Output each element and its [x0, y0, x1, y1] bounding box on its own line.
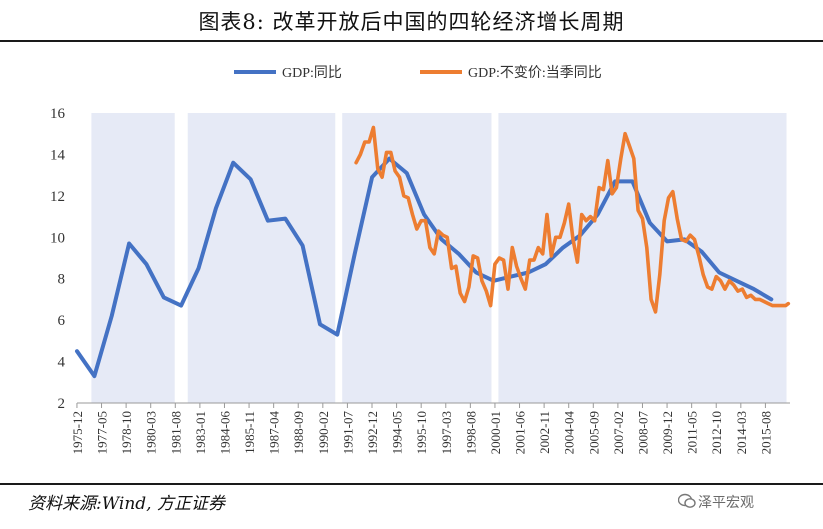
- page-title: 图表8: 改革开放后中国的四轮经济增长周期: [198, 10, 625, 34]
- x-tick-label-26: 2012-10: [709, 411, 724, 454]
- x-tick-label-5: 1983-01: [193, 411, 208, 454]
- x-tick-label-15: 1997-03: [439, 411, 454, 454]
- x-tick-label-19: 2002-11: [537, 411, 552, 454]
- line-chart: 2 4 6 8 10 12 14 16 1975-12 1977-05 1978-10 1980-03…: [50, 65, 791, 454]
- chart-legend: GDP:同比 GDP:不变价:当季同比: [234, 65, 602, 81]
- x-tick-label-28: 2015-08: [758, 411, 773, 454]
- shaded-period-2: [187, 113, 336, 403]
- y-tick-label-5: 12: [50, 189, 65, 205]
- x-tick-label-25: 2011-05: [685, 411, 700, 454]
- x-tick-label-4: 1981-08: [168, 411, 183, 454]
- y-tick-label-4: 10: [50, 230, 65, 246]
- x-tick-label-8: 1987-04: [267, 411, 282, 455]
- x-tick-label-10: 1990-02: [316, 411, 331, 454]
- y-tick-label-1: 4: [58, 355, 66, 371]
- x-tick-label-27: 2014-03: [734, 411, 749, 454]
- y-tick-label-3: 8: [58, 272, 66, 288]
- wechat-icon: [678, 493, 696, 508]
- shaded-period-1: [91, 113, 175, 403]
- footer-divider: [0, 483, 823, 485]
- title-divider: [0, 40, 823, 42]
- x-tick-label-11: 1991-07: [340, 411, 355, 455]
- x-tick-label-17: 2000-01: [488, 411, 503, 454]
- x-tick-label-0: 1975-12: [70, 411, 85, 454]
- x-tick-label-2: 1978-10: [119, 411, 134, 454]
- series-lines: [75, 125, 791, 379]
- legend-label-2: GDP:不变价:当季同比: [468, 65, 602, 81]
- shaded-period-3: [342, 113, 492, 403]
- watermark-text: 泽平宏观: [698, 495, 754, 511]
- x-tick-label-16: 1998-08: [463, 411, 478, 454]
- series-line-1: [75, 156, 774, 379]
- x-tick-label-12: 1992-12: [365, 411, 380, 454]
- shaded-periods: [91, 113, 787, 403]
- x-tick-label-1: 1977-05: [95, 411, 110, 454]
- x-tick-label-18: 2001-06: [513, 411, 528, 455]
- x-tick-label-24: 2009-12: [660, 411, 675, 454]
- x-tick-label-13: 1994-05: [390, 411, 405, 454]
- shaded-period-4: [498, 113, 787, 403]
- x-tick-label-9: 1988-09: [291, 411, 306, 454]
- x-tick-label-6: 1984-06: [217, 411, 232, 455]
- y-tick-label-0: 2: [58, 396, 66, 412]
- chart-axes: 2 4 6 8 10 12 14 16 1975-12 1977-05 1978-10 1980-03…: [50, 106, 790, 454]
- x-tick-label-20: 2004-04: [562, 411, 577, 455]
- x-tick-label-14: 1995-10: [414, 411, 429, 454]
- y-tick-label-7: 16: [50, 106, 66, 122]
- x-tick-label-23: 2008-07: [635, 411, 650, 455]
- legend-label-1: GDP:同比: [282, 65, 342, 81]
- x-tick-label-22: 2007-02: [611, 411, 626, 454]
- series-line-2: [354, 125, 791, 314]
- y-tick-label-2: 6: [58, 313, 66, 329]
- x-tick-label-7: 1985-11: [242, 411, 257, 454]
- x-tick-label-21: 2005-09: [586, 411, 601, 454]
- y-tick-label-6: 14: [50, 147, 66, 163]
- x-tick-label-3: 1980-03: [144, 411, 159, 454]
- source-note: 资料来源:Wind, 方正证券: [28, 494, 225, 514]
